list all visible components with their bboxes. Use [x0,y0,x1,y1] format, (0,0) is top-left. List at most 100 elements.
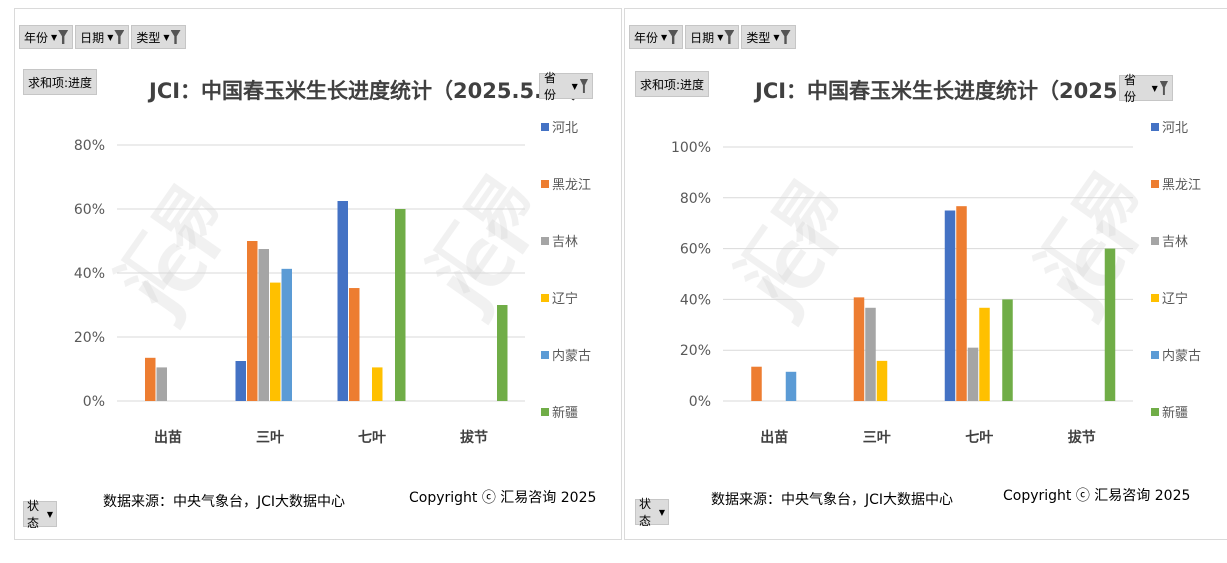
filter-funnel-icon [724,30,735,44]
legend-swatch [541,350,549,359]
y-tick-label: 0% [83,394,105,410]
y-tick-label: 100% [671,140,711,156]
filter-label: 日期 [80,30,105,45]
bar-河北-三叶 [235,361,246,401]
y-tick-label: 20% [74,330,105,346]
legend-swatch [541,407,549,416]
legend-item: 内蒙古 [541,345,591,364]
filter-funnel-icon [1159,81,1168,95]
filter-funnel-icon [58,30,69,44]
filter-label: 类型 [136,30,161,45]
legend-item: 辽宁 [1151,288,1188,307]
filter-label: 省份 [544,71,557,102]
x-tick-label: 三叶 [256,430,284,446]
bar-辽宁-三叶 [876,360,888,401]
province-filter-button[interactable]: 省份 ▼ [539,71,593,102]
dropdown-arrow-icon: ▼ [1151,83,1158,93]
dropdown-arrow-icon: ▼ [571,81,578,91]
value-field-button[interactable]: 求和项:进度 [635,71,710,97]
y-tick-label: 40% [74,266,105,282]
legend-item: 黑龙江 [1151,174,1201,193]
legend-swatch [1151,293,1159,302]
bar-内蒙古-出苗 [785,371,797,401]
legend-label: 黑龙江 [1162,178,1202,193]
legend-item: 辽宁 [541,288,578,307]
x-tick-label: 拔节 [1068,429,1096,446]
x-tick-label: 七叶 [965,430,993,446]
filter-type-button[interactable]: 类型 ▼ [741,25,796,49]
dropdown-arrow-icon: ▼ [163,32,170,42]
copyright-note: Copyright ⓒ 汇易咨询 2025 [1003,488,1191,504]
legend-item: 黑龙江 [541,174,591,193]
bar-吉林-三叶 [865,307,876,401]
value-field-button[interactable]: 求和项:进度 [23,69,98,95]
legend-item: 吉林 [541,231,578,250]
filter-date-button[interactable]: 日期 ▼ [685,25,740,49]
legend-item: 新疆 [1151,402,1188,421]
legend-label: 黑龙江 [552,178,592,193]
dropdown-arrow-icon: ▼ [107,32,114,42]
filter-label: 省份 [1124,73,1137,104]
y-tick-label: 60% [680,242,711,258]
bar-黑龙江-出苗 [751,366,762,401]
legend-label: 新疆 [552,406,579,421]
y-tick-label: 0% [689,394,711,410]
legend-label: 辽宁 [552,292,579,307]
x-tick-label: 三叶 [863,430,891,446]
filter-label: 年份 [24,30,49,45]
bar-新疆-拔节 [1104,248,1116,401]
filter-label: 年份 [634,30,659,45]
legend-item: 河北 [1151,117,1188,136]
bar-吉林-七叶 [967,347,979,401]
filter-funnel-icon [170,30,181,44]
bar-辽宁-七叶 [372,367,383,401]
chart-title: JCI：中国春玉米生长进度统计（2025.6.7） [755,79,1184,103]
legend-item: 内蒙古 [1151,345,1201,364]
chart-panel-right: 汇易 JCI 汇易 JCI 年份 ▼ 日期 ▼ 类型 ▼ 求和项:进度 JCI：中国春… [624,8,1227,540]
state-filter-button[interactable]: 状态 ▼ [23,499,57,530]
bar-吉林-出苗 [156,367,167,401]
bar-黑龙江-七叶 [349,288,360,401]
bar-河北-七叶 [337,201,348,401]
bar-新疆-七叶 [395,209,406,401]
filter-label: 状态 [27,499,40,530]
filter-bar: 年份 ▼ 日期 ▼ 类型 ▼ [19,25,186,49]
legend-label: 内蒙古 [552,349,592,364]
bar-河北-七叶 [944,210,956,401]
bar-辽宁-七叶 [979,307,990,401]
legend-label: 内蒙古 [1162,349,1202,364]
dropdown-arrow-icon: ▼ [773,32,780,42]
legend-swatch [541,293,549,302]
x-tick-label: 拔节 [460,429,488,446]
y-tick-label: 80% [74,138,105,154]
legend-swatch [1151,179,1159,188]
legend-label: 辽宁 [1162,292,1189,307]
filter-type-button[interactable]: 类型 ▼ [131,25,186,49]
data-source-note: 数据来源：中央气象台，JCI大数据中心 [103,494,346,510]
filter-date-button[interactable]: 日期 ▼ [75,25,130,49]
x-tick-label: 七叶 [358,430,386,446]
province-filter-button[interactable]: 省份 ▼ [1119,73,1173,104]
filter-funnel-icon [579,79,588,93]
copyright-note: Copyright ⓒ 汇易咨询 2025 [409,490,597,506]
legend-swatch [1151,407,1159,416]
x-tick-label: 出苗 [760,429,788,446]
legend-swatch [541,236,549,245]
bar-内蒙古-三叶 [281,268,292,401]
y-tick-label: 80% [680,191,711,207]
y-tick-label: 60% [74,202,105,218]
x-tick-label: 出苗 [154,429,182,446]
dropdown-arrow-icon: ▼ [661,32,668,42]
bar-黑龙江-七叶 [956,206,967,401]
filter-bar: 年份 ▼ 日期 ▼ 类型 ▼ [629,25,796,49]
bar-吉林-三叶 [258,249,269,401]
filter-year-button[interactable]: 年份 ▼ [19,25,74,49]
filter-year-button[interactable]: 年份 ▼ [629,25,684,49]
filter-label: 日期 [690,30,715,45]
bar-黑龙江-三叶 [853,297,865,401]
legend-item: 新疆 [541,402,578,421]
bar-chart: 0% 20% 40% 60% 80% 出苗 三叶 七叶 拔节 [74,138,525,446]
legend-swatch [1151,122,1159,131]
state-filter-button[interactable]: 状态 ▼ [635,497,669,528]
bar-辽宁-三叶 [270,282,281,401]
